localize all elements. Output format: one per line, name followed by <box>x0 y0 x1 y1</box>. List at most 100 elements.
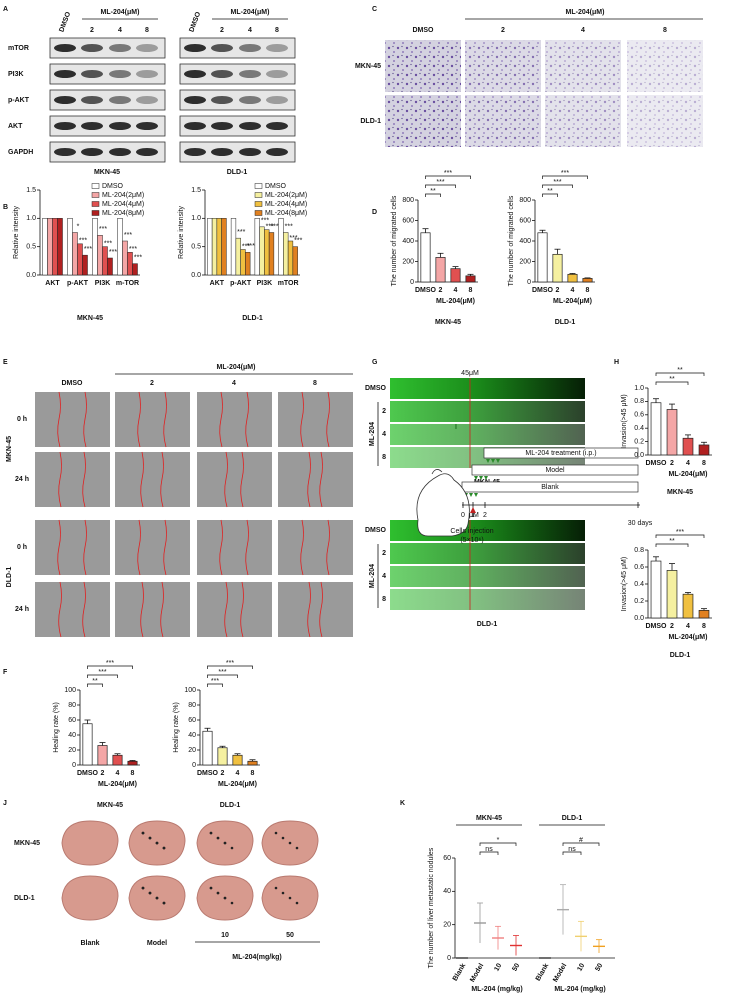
legend-label: ML-204(4μM) <box>102 201 144 208</box>
bar <box>666 409 678 456</box>
x-tick-label: p-AKT <box>67 280 89 287</box>
x-tick-label: 4 <box>571 287 575 294</box>
lane-label: 8 <box>275 27 279 34</box>
significance-label: *** <box>237 229 245 236</box>
significance-label: *** <box>218 669 226 676</box>
significance-label: *** <box>134 255 142 262</box>
injection-marker <box>470 507 476 513</box>
wound-image <box>35 582 110 637</box>
legend-label: DMSO <box>102 183 124 190</box>
x-tick-label: 10 <box>576 962 586 972</box>
significance-label: *** <box>289 235 297 242</box>
schedule-label: Model <box>545 467 565 474</box>
bar <box>650 560 662 619</box>
x-tick-label: PI3K <box>257 280 273 287</box>
panel-label: A <box>3 6 8 13</box>
x-tick-label: 50 <box>594 962 604 972</box>
blot-band <box>266 96 288 104</box>
bar <box>420 232 431 283</box>
dose-label: 2 <box>382 408 386 415</box>
bar <box>102 246 108 276</box>
bar <box>207 218 213 276</box>
y-axis-label: The number of migrated cells <box>508 195 515 286</box>
blot-band <box>54 122 76 130</box>
bar <box>127 760 138 766</box>
blot-band <box>81 96 103 104</box>
x-axis-label: ML-204(μM) <box>436 298 475 305</box>
x-axis-label: ML-204 (mg/kg) <box>554 986 605 993</box>
significance-label: ns <box>485 846 493 853</box>
significance-bracket <box>655 372 705 376</box>
transwell-image <box>385 95 461 147</box>
blot-band <box>81 44 103 52</box>
x-tick-label: PI3K <box>95 280 111 287</box>
wound-edge <box>83 391 87 448</box>
column-label: Model <box>147 940 167 947</box>
time-tick-label: 1 <box>471 512 475 519</box>
row-label: MKN-45 <box>355 63 381 70</box>
x-tick-label: 4 <box>454 287 458 294</box>
wound-edge <box>300 519 304 576</box>
significance-bracket <box>655 543 689 547</box>
bar <box>278 218 284 276</box>
protein-label: p-AKT <box>8 97 30 104</box>
x-tick-label: 2 <box>556 287 560 294</box>
significance-label: *** <box>104 241 112 248</box>
y-tick-label: 60 <box>443 855 451 862</box>
bar <box>650 402 662 456</box>
nodule <box>223 896 227 900</box>
dose-marker <box>491 459 495 463</box>
y-tick-label: 20 <box>188 747 196 754</box>
lane-label: 4 <box>118 27 122 34</box>
bar <box>567 273 578 283</box>
y-tick-label: 0.0 <box>634 452 644 459</box>
significance-bracket <box>655 534 705 538</box>
bar <box>582 278 593 283</box>
bar <box>698 444 710 456</box>
panel-label: H <box>614 359 619 366</box>
liver-image <box>61 875 119 921</box>
wound-image <box>197 520 272 575</box>
x-axis-label: ML-204(μM) <box>669 634 708 641</box>
x-tick-label: Model <box>552 962 568 983</box>
significance-label: *** <box>261 218 269 225</box>
y-axis-label: Healing rate (%) <box>173 702 180 753</box>
significance-bracket <box>479 842 517 846</box>
significance-label: ns <box>568 846 576 853</box>
bar <box>698 609 710 619</box>
nodule <box>216 891 220 895</box>
legend-swatch <box>91 192 100 198</box>
wound-edge <box>307 451 311 508</box>
column-label: DMSO <box>413 27 435 34</box>
legend-label: ML-204(4μM) <box>265 201 307 208</box>
column-label: Blank <box>80 940 99 947</box>
bar <box>97 235 103 276</box>
nodule <box>209 831 213 835</box>
significance-bracket <box>425 184 456 188</box>
wound-image <box>197 452 272 507</box>
column-label: 4 <box>232 380 236 387</box>
nodule <box>162 846 166 850</box>
nodule <box>281 891 285 895</box>
wound-edge <box>240 581 244 638</box>
y-axis-label: Relative intensity <box>13 206 20 259</box>
bar <box>97 745 108 766</box>
bar <box>72 232 78 276</box>
x-tick-label: 2 <box>670 623 674 630</box>
panel-label: C <box>372 6 377 13</box>
dose-marker <box>474 493 478 497</box>
dose-marker <box>486 459 490 463</box>
blot-band <box>266 148 288 156</box>
wound-edge <box>326 391 330 448</box>
x-tick-label: 8 <box>586 287 590 294</box>
blot-band <box>54 148 76 156</box>
y-tick-label: 0.6 <box>634 412 644 419</box>
significance-label: *** <box>98 669 106 676</box>
wound-edge <box>319 581 323 638</box>
bar <box>67 218 73 276</box>
bar <box>435 257 446 283</box>
blot-band <box>109 70 131 78</box>
wound-edge <box>307 581 311 638</box>
